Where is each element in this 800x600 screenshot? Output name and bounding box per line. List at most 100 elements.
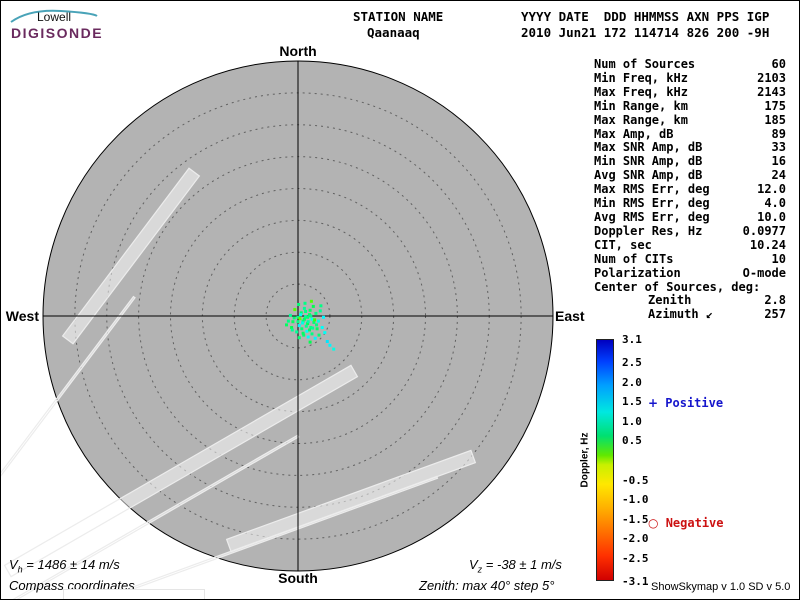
positive-label: Positive: [658, 396, 724, 410]
stat-row: Max Amp, dB 89: [594, 126, 786, 141]
source-point: [296, 320, 300, 324]
colorbar-gradient: [596, 339, 614, 581]
station-name-value: Qaanaaq: [367, 25, 420, 40]
source-point: [306, 315, 310, 319]
source-point: [290, 328, 294, 332]
station-name-label: STATION NAME: [353, 9, 444, 24]
logo-digisonde-text: DIGISONDE: [11, 25, 104, 41]
colorbar-tick: 3.1: [622, 333, 642, 346]
source-point: [302, 317, 306, 321]
colorbar-tick: 2.0: [622, 375, 642, 389]
colorbar-tick: 0.5: [622, 434, 642, 448]
app-version-label: ShowSkymap v 1.0 SD v 5.0: [651, 581, 791, 593]
beam-band: [61, 167, 201, 345]
plus-icon: +: [648, 396, 659, 410]
negative-doppler-legend: ○ Negative: [648, 516, 724, 530]
stat-row: Num of CITs 10: [594, 251, 786, 266]
stat-row: Doppler Res, Hz 0.0977: [594, 223, 786, 238]
source-point: [313, 318, 317, 322]
source-point: [313, 336, 317, 340]
source-point: [328, 343, 332, 347]
source-point: [299, 313, 303, 317]
source-point: [306, 322, 310, 326]
compass-north-label: North: [279, 43, 317, 59]
source-point: [304, 315, 308, 319]
source-point: [286, 319, 290, 323]
compass-west-label: West: [5, 308, 39, 324]
colorbar-tick: -3.1: [622, 575, 649, 588]
stat-row: Avg RMS Err, deg 10.0: [594, 209, 786, 224]
positive-doppler-legend: + Positive: [648, 396, 723, 410]
source-point: [298, 317, 302, 321]
source-point: [303, 301, 307, 305]
source-point: [297, 324, 301, 328]
source-point: [325, 340, 329, 343]
colorbar-tick: -1.5: [622, 512, 649, 526]
negative-label: Negative: [658, 516, 724, 530]
source-point: [295, 330, 299, 334]
colorbar-tick: 1.0: [622, 414, 642, 428]
stat-row: Zenith 2.8: [648, 293, 786, 308]
source-point: [309, 314, 313, 318]
source-point: [302, 306, 306, 310]
header-columns-value: 2010 Jun21 172 114714 826 200 -9H: [521, 25, 770, 40]
source-point: [297, 303, 301, 306]
source-point: [332, 347, 336, 351]
source-point: [308, 340, 312, 344]
colorbar-tick: -1.0: [622, 493, 649, 507]
stat-row: Min Range, km 175: [594, 98, 786, 113]
source-point: [323, 331, 327, 335]
zenith-grid-note: Zenith: max 40° step 5°: [419, 578, 555, 593]
stat-row: CIT, sec 10.24: [594, 237, 786, 252]
source-point: [312, 320, 316, 324]
source-point: [308, 308, 312, 312]
source-point: [292, 316, 296, 320]
source-point: [311, 326, 315, 330]
source-point: [304, 310, 308, 313]
stat-row: Max RMS Err, deg 12.0: [594, 182, 786, 197]
source-point: [309, 299, 313, 303]
source-point: [314, 311, 318, 315]
source-point: [300, 327, 304, 331]
source-point: [288, 313, 292, 317]
beam-band: [3, 364, 359, 578]
source-point: [322, 315, 325, 319]
circle-icon: ○: [648, 516, 659, 530]
source-point: [317, 333, 321, 337]
horizontal-velocity-value: Vh = 1486 ± 14 m/s: [9, 557, 120, 575]
compass-east-label: East: [555, 308, 585, 324]
source-point: [315, 323, 318, 327]
colorbar-tick: -2.5: [622, 551, 649, 565]
colorbar-ticks: 3.1 2.5 2.0 1.5 1.0 0.5 -0.5 -1.0 -1.5 -2.0 -2.5 -3…: [622, 333, 662, 588]
beam-overlays: [1, 167, 477, 599]
stat-row: Min Freq, kHz 2103: [594, 70, 786, 85]
source-point: [310, 332, 314, 336]
logo-lowell-text: Lowell: [37, 10, 72, 24]
source-point: [302, 333, 306, 337]
source-point: [285, 323, 288, 327]
source-point: [305, 329, 309, 333]
source-point: [318, 309, 322, 313]
source-point: [291, 320, 295, 324]
source-point: [306, 335, 310, 339]
source-point: [304, 324, 308, 328]
stat-row: Num of Sources 60: [594, 57, 786, 71]
source-point: [301, 321, 304, 325]
vertical-velocity-value: Vz = -38 ± 1 m/s: [469, 557, 562, 575]
source-point: [320, 326, 324, 329]
logo-swoosh-icon: [10, 9, 98, 23]
stat-row: Min RMS Err, deg 4.0: [594, 196, 786, 211]
source-point: [306, 320, 310, 324]
colorbar-tick: -2.0: [622, 532, 649, 546]
beam-line: [1, 295, 136, 507]
source-point: [319, 304, 323, 308]
stat-row: Max Freq, kHz 2143: [594, 84, 786, 99]
stat-row: Max SNR Amp, dB 33: [594, 140, 786, 155]
stat-row: Avg SNR Amp, dB 24: [594, 168, 786, 183]
stats-panel: Num of Sources 60 Min Freq, kHz 2103 Max Fre…: [594, 57, 786, 322]
stat-row: Max Range, km 185: [594, 112, 786, 127]
lowell-digisonde-logo: Lowell DIGISONDE: [7, 5, 137, 45]
colorbar-tick: -0.5: [622, 473, 649, 487]
